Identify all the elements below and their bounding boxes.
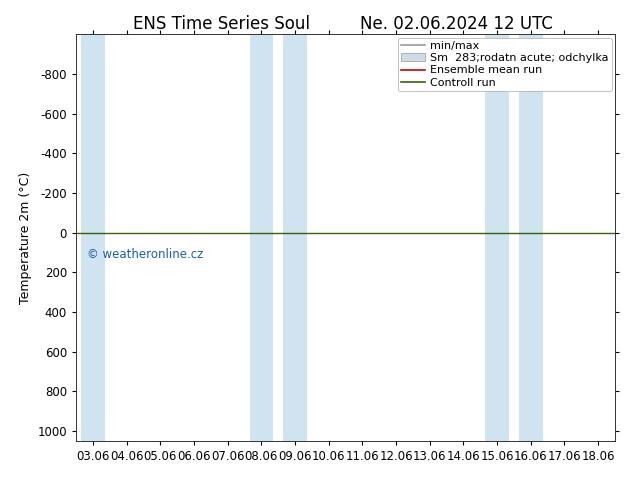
Text: ENS Time Series Soul: ENS Time Series Soul: [133, 15, 311, 33]
Text: © weatheronline.cz: © weatheronline.cz: [87, 248, 204, 261]
Bar: [81, 34, 105, 441]
Bar: [485, 34, 509, 441]
Bar: [519, 34, 543, 441]
Bar: [250, 34, 273, 441]
Y-axis label: Temperature 2m (°C): Temperature 2m (°C): [19, 172, 32, 304]
Text: Ne. 02.06.2024 12 UTC: Ne. 02.06.2024 12 UTC: [360, 15, 553, 33]
Legend: min/max, Sm  283;rodatn acute; odchylka, Ensemble mean run, Controll run: min/max, Sm 283;rodatn acute; odchylka, …: [398, 38, 612, 91]
Bar: [283, 34, 307, 441]
